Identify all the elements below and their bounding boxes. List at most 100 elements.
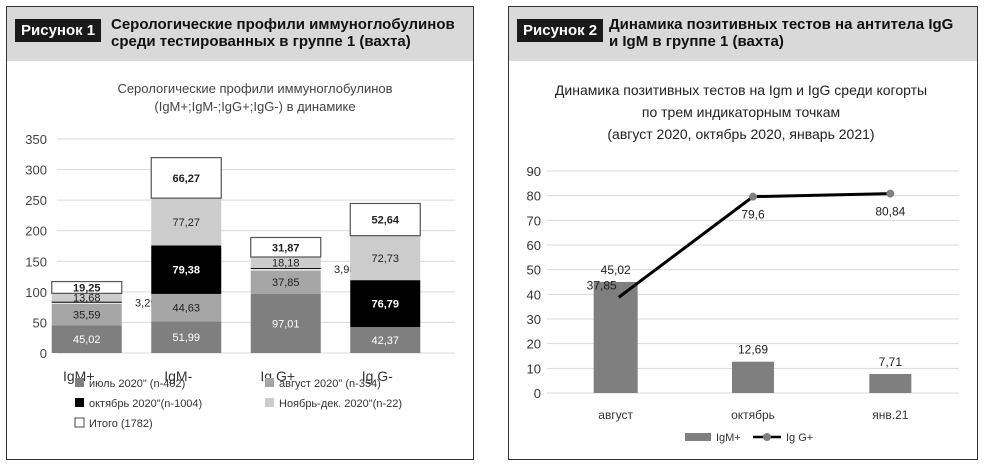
line-point <box>611 295 620 304</box>
bar-segment <box>151 198 222 246</box>
chart-title-line: (август 2020, октябрь 2020, январь 2021) <box>607 126 874 142</box>
data-label: 31,87 <box>272 242 300 254</box>
y-tick-label: 80 <box>527 189 541 204</box>
bar-segment <box>250 293 321 353</box>
bar-segment <box>250 256 321 269</box>
x-category-label: янв.21 <box>872 408 909 422</box>
bar-segment <box>250 270 321 294</box>
figure-1-header: Рисунок 1 Серологические профили иммуног… <box>7 7 473 61</box>
bar-segment <box>349 202 421 237</box>
data-label: 76,79 <box>371 299 399 311</box>
legend-swatch <box>75 378 84 387</box>
bar-segment <box>151 293 222 322</box>
y-tick-label: 40 <box>527 287 541 302</box>
figure-1-heading-line1: Серологические профили иммуноглобулинов <box>111 16 455 33</box>
bar-data-label: 45,02 <box>601 263 631 277</box>
legend-label: Итого (1782) <box>89 418 153 430</box>
data-label: 51,99 <box>172 332 200 344</box>
bar-data-label: 7,71 <box>879 355 903 369</box>
legend-swatch <box>265 378 274 387</box>
y-tick-label: 0 <box>534 386 541 401</box>
legend-label: октябрь 2020"(n-1004) <box>89 398 202 410</box>
chart-title-line: (IgM+;IgM-;IgG+;IgG-) в динамике <box>154 99 355 114</box>
y-tick-label: 50 <box>33 315 47 330</box>
y-tick-label: 0 <box>40 346 47 361</box>
y-tick-label: 150 <box>25 254 47 269</box>
y-tick-label: 30 <box>527 312 541 327</box>
figure-1-badge: Рисунок 1 <box>15 19 102 42</box>
x-category-label: октябрь <box>731 408 775 422</box>
y-tick-label: 50 <box>527 263 541 278</box>
data-label: 77,27 <box>172 217 200 229</box>
stacked-bar-chart: Серологические профили иммуноглобулинов (… <box>25 81 455 430</box>
data-label: 35,59 <box>73 310 101 322</box>
bar-segment <box>151 321 222 353</box>
x-category-label: IgM- <box>164 368 192 384</box>
data-label: 52,64 <box>371 215 399 227</box>
bar-segment <box>51 293 122 302</box>
legend-label: июль 2020" (n-402) <box>89 378 185 390</box>
y-tick-label: 100 <box>25 285 47 300</box>
y-tick-label: 300 <box>25 163 47 178</box>
data-label: 97,01 <box>272 318 300 330</box>
y-tick-label: 200 <box>25 224 47 239</box>
data-label: 45,02 <box>73 334 101 346</box>
legend-swatch <box>74 417 85 428</box>
x-category-label: Ig G- <box>362 368 393 384</box>
legend-swatch <box>685 433 711 441</box>
bar-segment <box>350 235 421 281</box>
x-category-label: IgM+ <box>63 368 95 384</box>
x-category-label: август <box>598 408 633 422</box>
legend-label: август 2020" (n-354) <box>279 378 381 390</box>
bar <box>869 373 912 393</box>
figure-2-badge: Рисунок 2 <box>517 19 604 42</box>
data-label: 13,68 <box>73 293 101 305</box>
bar-segment <box>151 245 222 294</box>
bar-segment <box>51 325 122 353</box>
figure-2-heading: Динамика позитивных тестов на антитела I… <box>609 16 953 50</box>
line-point <box>886 189 895 198</box>
legend-swatch <box>75 398 84 407</box>
data-label: 42,37 <box>371 335 399 347</box>
data-label: 66,27 <box>172 173 200 185</box>
chart-title-line: по трем индикаторным точкам <box>642 104 840 120</box>
bar-data-label: 12,69 <box>738 343 768 357</box>
figure-2-heading-line1: Динамика позитивных тестов на антитела I… <box>609 16 954 33</box>
y-tick-label: 350 <box>25 132 47 147</box>
legend-swatch <box>763 433 771 441</box>
data-label: 18,18 <box>272 258 300 270</box>
data-label: 72,73 <box>371 253 399 265</box>
data-label: 44,63 <box>172 303 200 315</box>
bar-segment <box>350 327 421 353</box>
line-point <box>749 192 757 201</box>
legend-label: Ноябрь-дек. 2020"(n-22) <box>279 398 402 410</box>
line-data-label: 80,84 <box>875 205 905 219</box>
y-tick-label: 90 <box>527 164 541 179</box>
chart-title-line: Динамика позитивных тестов на Igm и IgG … <box>555 82 927 98</box>
combo-bar-line-chart: Динамика позитивных тестов на Igm и IgG … <box>527 82 959 444</box>
bar-segment <box>150 157 222 199</box>
line-data-label: 79,6 <box>741 208 765 222</box>
figure-1-heading-line2: среди тестированных в группе 1 (вахта) <box>111 33 411 50</box>
bar-segment <box>250 236 322 258</box>
bar-segment <box>350 280 421 328</box>
data-label: 19,25 <box>73 282 101 294</box>
figure-2-header: Рисунок 2 Динамика позитивных тестов на … <box>509 7 977 61</box>
y-tick-label: 250 <box>25 193 47 208</box>
figure-2-heading-line2: и IgM в группе 1 (вахта) <box>609 33 784 50</box>
data-label: 79,38 <box>172 265 200 277</box>
chart-title-line: Серологические профили иммуноглобулинов <box>117 81 392 96</box>
bar <box>732 361 774 393</box>
y-tick-label: 70 <box>527 213 541 228</box>
figure-2-panel: Рисунок 2 Динамика позитивных тестов на … <box>508 6 978 460</box>
legend-label: Ig G+ <box>786 432 813 444</box>
data-label: 37,85 <box>272 277 300 289</box>
y-tick-label: 20 <box>527 337 541 352</box>
legend-swatch <box>265 398 274 407</box>
line-data-label: 37,85 <box>587 279 617 293</box>
figure-1-heading: Серологические профили иммуноглобулинов … <box>111 16 455 50</box>
bar-segment <box>51 303 122 326</box>
y-tick-label: 60 <box>527 238 541 253</box>
y-tick-label: 10 <box>527 361 541 376</box>
data-label: 3,29 <box>135 298 156 310</box>
